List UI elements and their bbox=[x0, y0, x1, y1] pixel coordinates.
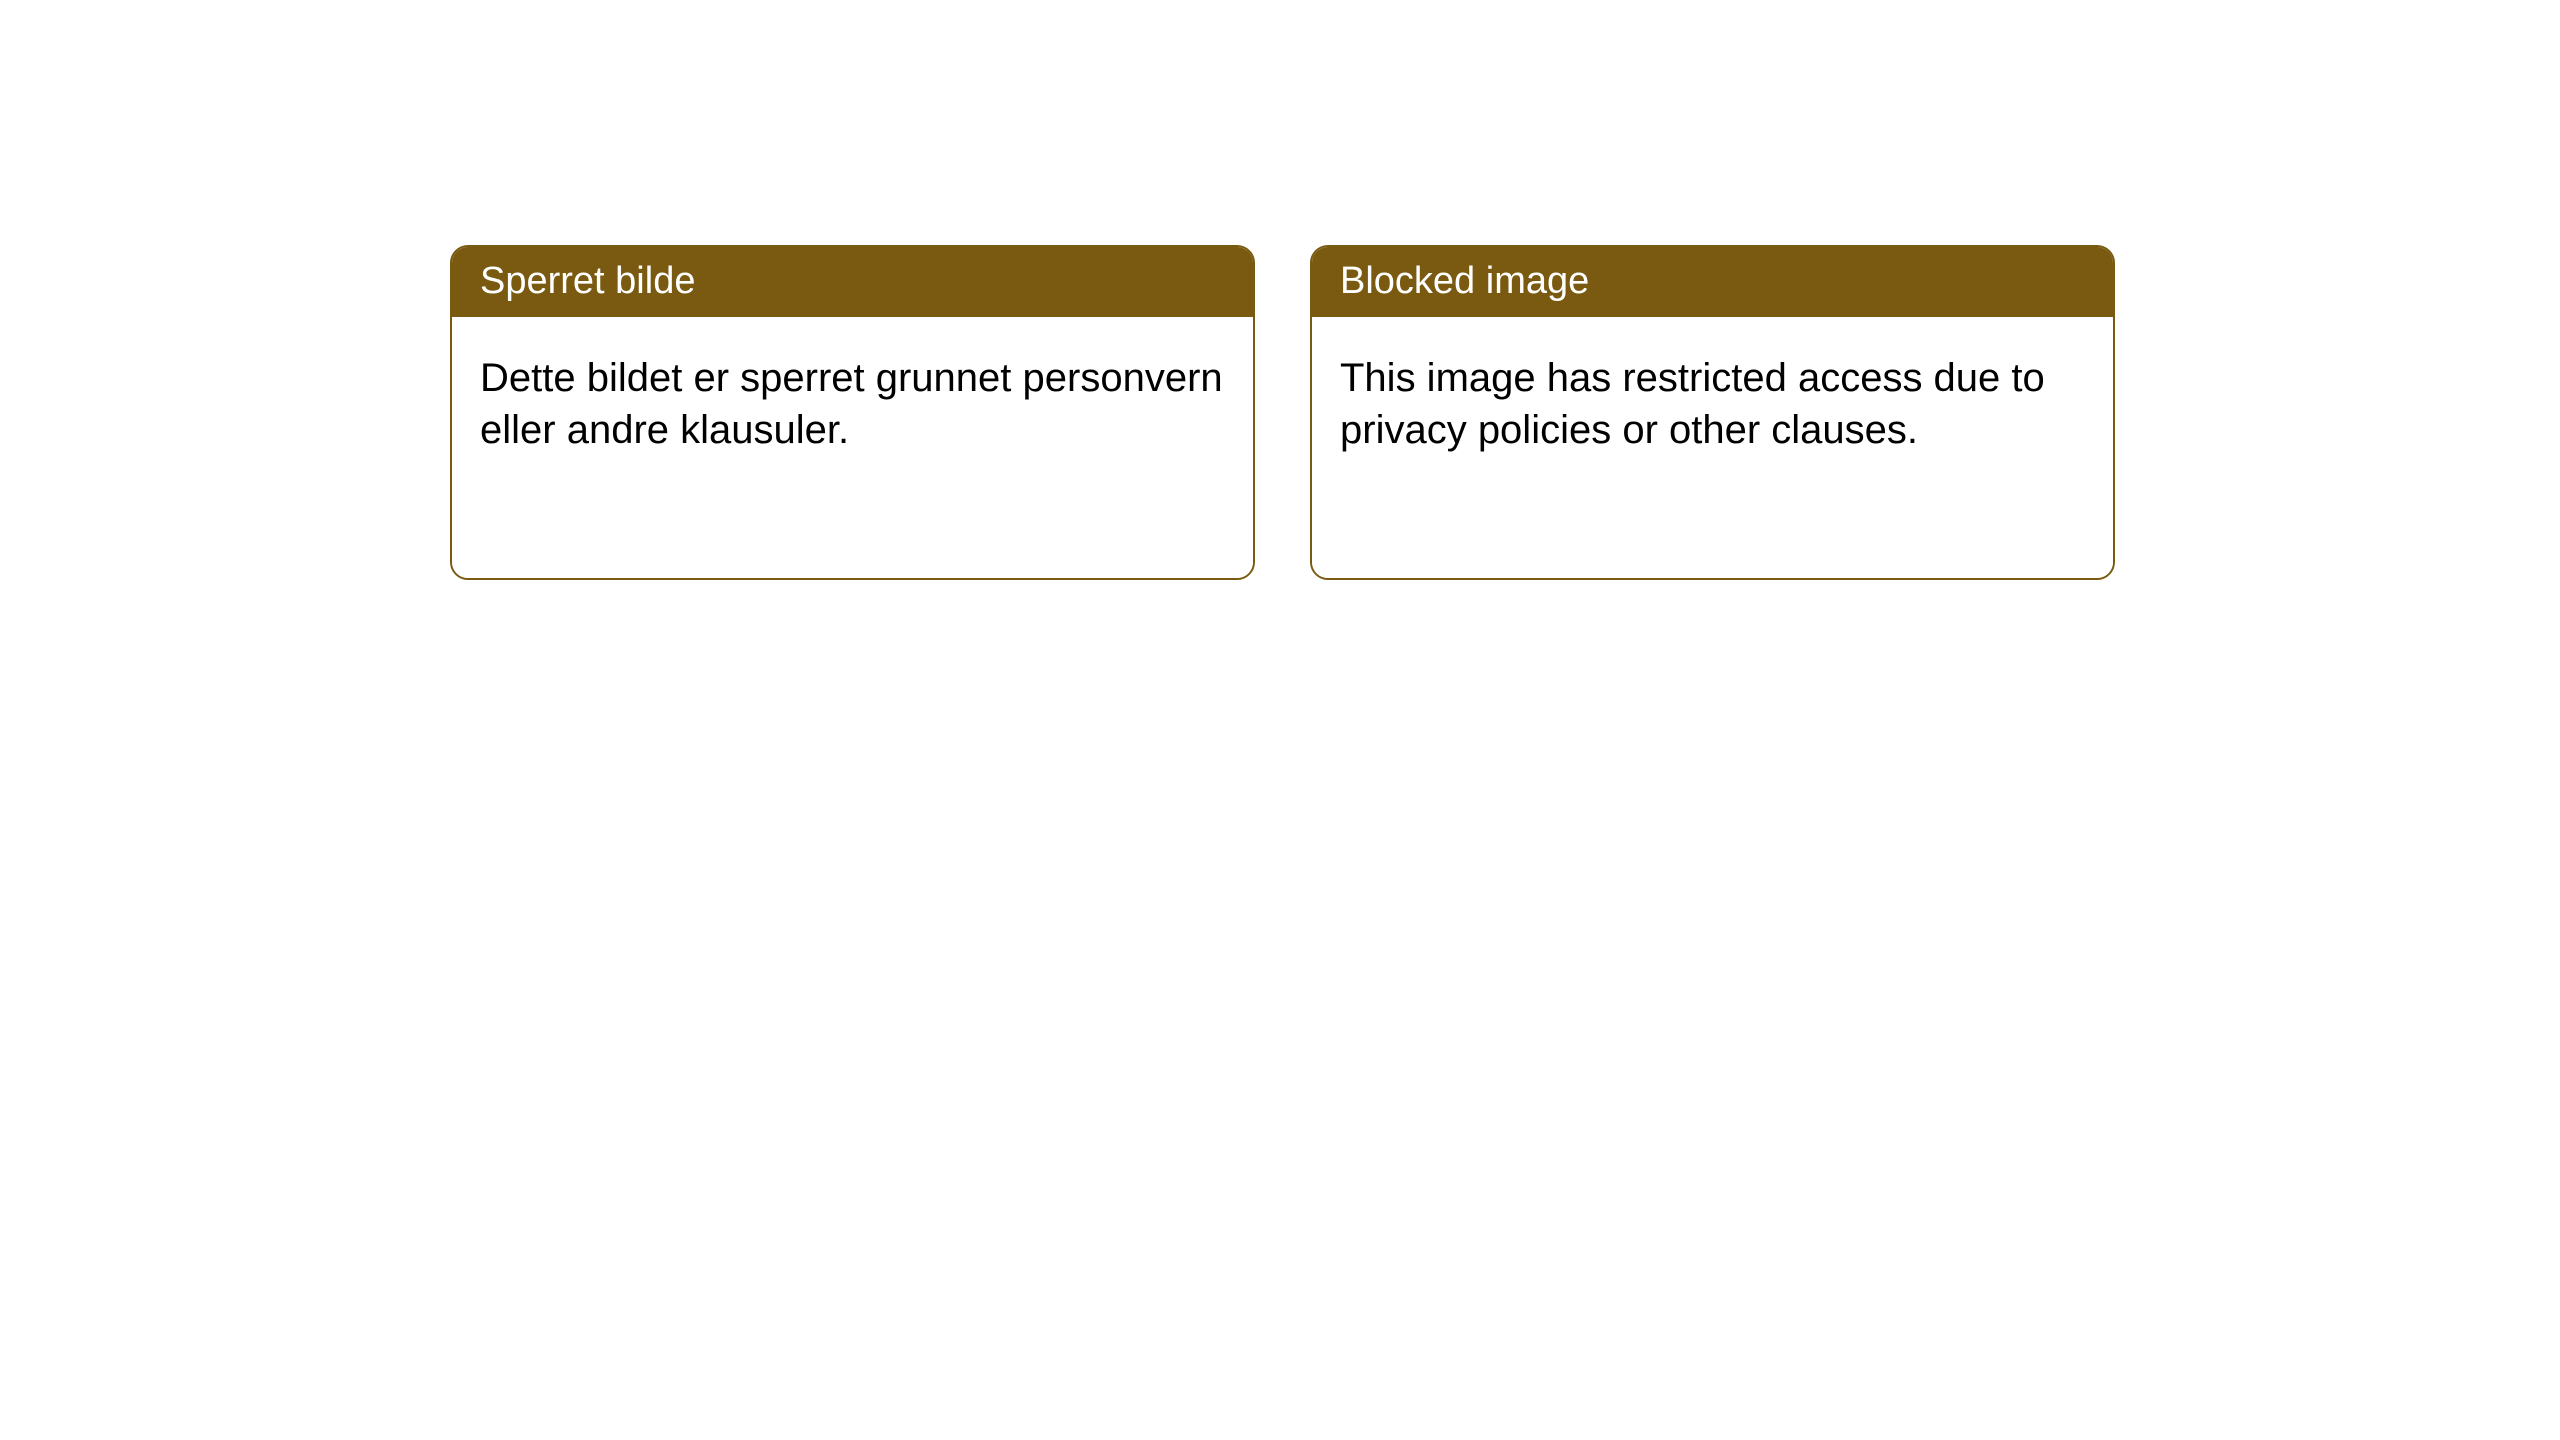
card-header: Blocked image bbox=[1312, 247, 2113, 317]
card-body-text: Dette bildet er sperret grunnet personve… bbox=[480, 356, 1223, 452]
card-body: Dette bildet er sperret grunnet personve… bbox=[452, 317, 1253, 578]
card-body: This image has restricted access due to … bbox=[1312, 317, 2113, 578]
card-title: Blocked image bbox=[1340, 260, 1589, 302]
card-norwegian: Sperret bilde Dette bildet er sperret gr… bbox=[450, 245, 1255, 580]
cards-container: Sperret bilde Dette bildet er sperret gr… bbox=[450, 245, 2115, 580]
card-title: Sperret bilde bbox=[480, 260, 695, 302]
card-header: Sperret bilde bbox=[452, 247, 1253, 317]
card-body-text: This image has restricted access due to … bbox=[1340, 356, 2045, 452]
card-english: Blocked image This image has restricted … bbox=[1310, 245, 2115, 580]
